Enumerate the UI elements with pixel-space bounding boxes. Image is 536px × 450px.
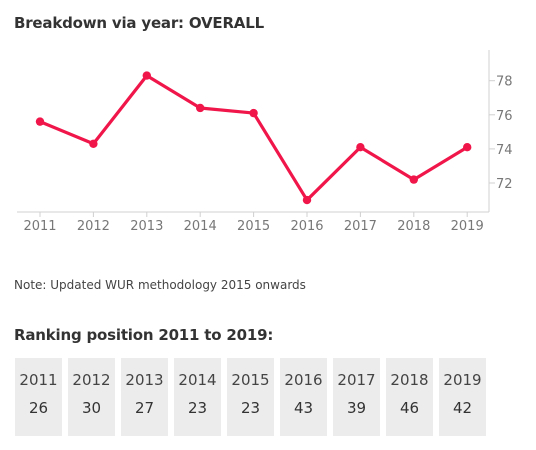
ranking-value: 23: [240, 399, 261, 417]
y-tick-label: 74: [496, 143, 513, 158]
chart-series: [35, 71, 472, 205]
x-tick-label: 2016: [290, 219, 323, 234]
ranking-year: 2016: [284, 371, 323, 389]
ranking-value: 30: [81, 399, 102, 417]
y-tick-label: 72: [496, 177, 513, 192]
series-line: [38, 73, 469, 202]
x-tick-label: 2012: [77, 219, 110, 234]
data-point: [302, 195, 312, 205]
ranking-cell: 2015 23: [227, 358, 274, 436]
ranking-value: 39: [346, 399, 367, 417]
x-axis-ticks: 2011 2012 2013 2014 2015 2016 2017 2018 2019: [23, 212, 484, 234]
data-point: [142, 71, 151, 80]
chart-axes: [17, 50, 490, 213]
ranking-title: Ranking position 2011 to 2019:: [14, 326, 274, 344]
ranking-cell: 2016 43: [280, 358, 327, 436]
ranking-cell: 2017 39: [333, 358, 380, 436]
ranking-cell: 2011 26: [15, 358, 62, 436]
data-point: [196, 103, 205, 113]
ranking-cell: 2018 46: [386, 358, 433, 436]
ranking-year: 2017: [337, 371, 376, 389]
ranking-value: 27: [134, 399, 155, 417]
data-point: [463, 143, 472, 152]
ranking-cell: 2014 23: [174, 358, 221, 436]
x-tick-label: 2014: [184, 219, 217, 234]
ranking-year: 2011: [19, 371, 58, 389]
ranking-value: 46: [399, 399, 420, 417]
x-tick-label: 2019: [451, 219, 484, 234]
x-tick-label: 2013: [130, 219, 163, 234]
y-tick-label: 78: [496, 75, 513, 90]
ranking-year: 2019: [443, 371, 482, 389]
ranking-year: 2013: [125, 371, 164, 389]
ranking-year: 2014: [178, 371, 217, 389]
methodology-note: Note: Updated WUR methodology 2015 onwar…: [14, 278, 306, 292]
x-tick-label: 2017: [344, 219, 377, 234]
ranking-grid: 2011 26 2012 30 2013 27 2014 23 2015 23 …: [15, 358, 486, 436]
ranking-cell: 2019 42: [439, 358, 486, 436]
data-point: [356, 143, 365, 152]
chart-title: Breakdown via year: OVERALL: [14, 14, 264, 32]
ranking-year: 2015: [231, 371, 270, 389]
ranking-year: 2012: [72, 371, 111, 389]
x-tick-label: 2018: [397, 219, 430, 234]
data-point: [409, 175, 418, 184]
data-point: [249, 108, 258, 118]
x-tick-label: 2011: [23, 219, 56, 234]
ranking-value: 26: [28, 399, 49, 417]
data-point: [35, 117, 45, 126]
y-axis-ticks: 72 74 76 78: [489, 75, 513, 192]
ranking-year: 2018: [390, 371, 429, 389]
ranking-cell: 2012 30: [68, 358, 115, 436]
ranking-cell: 2013 27: [121, 358, 168, 436]
ranking-value: 43: [293, 399, 314, 417]
ranking-value: 23: [187, 399, 208, 417]
x-tick-label: 2015: [237, 219, 270, 234]
y-tick-label: 76: [496, 109, 513, 124]
data-point: [89, 139, 98, 148]
ranking-value: 42: [452, 399, 473, 417]
